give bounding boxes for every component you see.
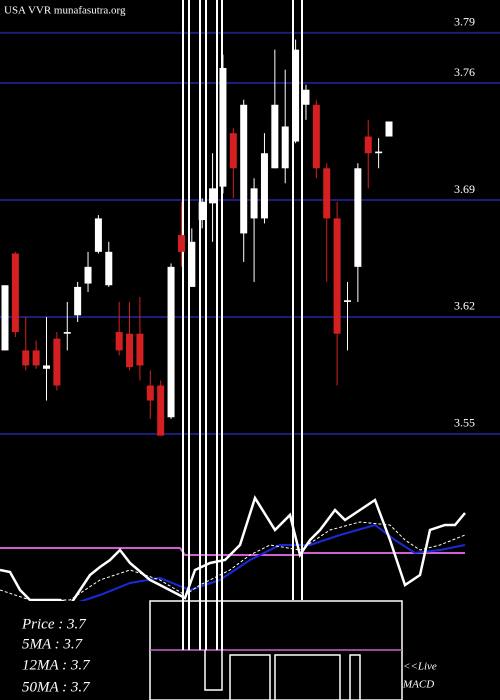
candle-body [354, 168, 362, 267]
y-tick-label: 3.76 [454, 65, 475, 79]
y-tick-label: 3.69 [454, 182, 475, 196]
candle-body [271, 104, 279, 169]
candle-body [94, 218, 102, 252]
candle-body [198, 201, 206, 221]
candle-body [302, 89, 310, 105]
candle-body [333, 218, 341, 334]
candle-body [157, 385, 165, 436]
candle-body [343, 300, 351, 302]
candle-body [32, 350, 40, 366]
candle-body [167, 266, 175, 418]
candle-body [219, 68, 227, 187]
candle-body [260, 153, 268, 219]
info-line: Price : 3.7 [21, 616, 87, 632]
dashed-line [0, 521, 466, 601]
candle-body [229, 133, 237, 169]
macd-label: <<Live [403, 661, 437, 673]
candle-body [53, 338, 61, 386]
y-tick-label: 3.55 [454, 416, 475, 430]
y-tick-label: 3.79 [454, 15, 475, 29]
candle-body [11, 253, 19, 333]
candle-body [385, 121, 393, 137]
candle-body [240, 104, 248, 234]
candle-body [43, 365, 51, 369]
candle-body [281, 126, 289, 169]
info-line: 12MA : 3.7 [22, 657, 91, 673]
candle-body [188, 241, 196, 287]
info-background [0, 601, 150, 700]
info-line: 50MA : 3.7 [22, 679, 91, 695]
candle-body [115, 332, 123, 351]
candle-body [292, 49, 300, 142]
info-line: 5MA : 3.7 [22, 636, 84, 652]
macd-bars [204, 650, 361, 700]
candle-body [146, 385, 154, 401]
candle-body [63, 332, 71, 334]
macd-label: MACD [402, 679, 434, 691]
candle-body [105, 251, 113, 286]
candle-body [84, 266, 92, 284]
chart-title: USA VVR munafasutra.org [4, 5, 126, 17]
macd-box [0, 600, 403, 700]
candle-body [177, 235, 185, 252]
candle-body [126, 333, 134, 368]
candle-body [136, 333, 144, 366]
white-line [0, 495, 466, 607]
candle-body [209, 188, 217, 204]
candle-body [323, 168, 331, 219]
candle-body [250, 188, 258, 219]
candle-body [364, 136, 372, 154]
candle-body [74, 286, 82, 316]
y-tick-label: 3.62 [454, 299, 475, 313]
candle-body [1, 285, 9, 351]
candle-body [375, 151, 383, 154]
candle-body [312, 104, 320, 169]
candle-body [22, 350, 30, 366]
magenta-line [0, 547, 465, 556]
